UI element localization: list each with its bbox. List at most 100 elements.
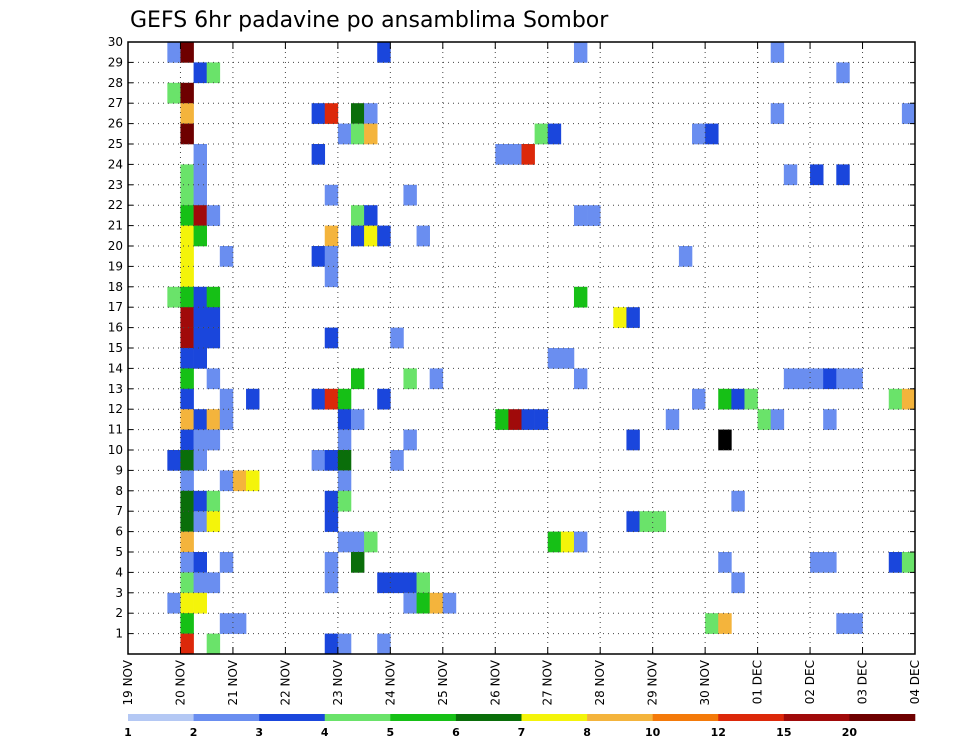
colorbar-label: 5 [387,726,395,739]
colorbar-label: 7 [518,726,526,739]
heatmap-cell [823,552,837,573]
heatmap-cell [180,490,194,512]
y-tick-label: 3 [115,586,123,600]
heatmap-cell [180,286,194,308]
heatmap-cell [337,490,352,512]
heatmap-cell [193,327,207,349]
x-tick-label: 02 DEC [803,660,817,704]
heatmap-cell [626,511,640,532]
heatmap-cell [167,286,181,308]
heatmap-cell [337,409,352,430]
heatmap-cell [219,552,234,573]
heatmap-cell [180,511,194,532]
heatmap-cell [180,613,194,634]
plot-frame [127,41,916,655]
y-tick-label: 9 [115,463,123,477]
heatmap-cell [350,205,365,226]
heatmap-cell [744,388,758,410]
heatmap-cell [206,409,221,430]
heatmap-cell [324,572,339,594]
heatmap-cell [350,409,365,430]
heatmap-cell [377,572,391,594]
heatmap-cell [705,123,719,145]
heatmap-cell [206,572,221,594]
heatmap-cell [311,246,326,267]
heatmap-cell [731,490,745,512]
heatmap-cell [167,82,181,104]
heatmap-cell [573,531,588,553]
heatmap-cell [324,266,339,288]
x-tick-label: 19 NOV [121,659,135,705]
y-tick-label: 5 [115,545,123,559]
heatmap-cell [337,531,352,553]
y-tick-label: 17 [108,300,123,314]
y-tick-label: 16 [108,321,123,335]
heatmap-cell [416,225,430,247]
heatmap-cell [718,552,732,573]
y-tick-label: 15 [108,341,123,355]
heatmap-cell [403,572,417,594]
x-axis: 19 NOV 20 NOV 21 NOV 22 NOV 23 NOV 24 NOV 25 N… [121,42,922,706]
heatmap-cell [206,490,221,512]
y-tick-label: 23 [108,178,123,192]
colorbar-swatch [718,714,785,721]
heatmap-cell [547,348,562,369]
heatmap-cell [350,225,365,247]
heatmap-cell [219,246,234,267]
heatmap-cell [232,470,247,492]
grid-lines [128,42,915,654]
heatmap-cell [232,613,247,634]
colorbar-swatch [390,714,457,721]
x-tick-label: 27 NOV [541,659,555,705]
heatmap-cells [167,42,916,655]
colorbar-label: 12 [711,726,726,739]
y-tick-label: 14 [108,361,123,375]
heatmap-cell [193,511,207,532]
heatmap-cell [193,348,207,369]
y-tick-label: 11 [108,423,123,437]
heatmap-cell [180,531,194,553]
heatmap-cell [350,123,365,145]
heatmap-cell [180,572,194,594]
heatmap-cell [665,409,680,430]
heatmap-cell [888,388,903,410]
heatmap-cell [246,388,260,410]
heatmap-cell [547,531,562,553]
heatmap-cell [796,368,811,390]
heatmap-cell [337,450,352,471]
colorbar-swatch [259,714,326,721]
heatmap-cell [311,388,326,410]
heatmap-cell [587,205,601,226]
heatmap-cell [731,388,745,410]
heatmap-cell [206,429,221,451]
colorbar-label: 8 [583,726,591,739]
heatmap-cell [180,429,194,451]
heatmap-cell [377,388,391,410]
heatmap-cell [193,164,207,186]
heatmap-cell [206,307,221,328]
x-tick-label: 21 NOV [226,659,240,705]
heatmap-cell [573,205,588,226]
colorbar-swatch [324,714,391,721]
heatmap-cell [206,205,221,226]
heatmap-cell [180,348,194,369]
heatmap-cell [783,368,798,390]
heatmap-cell [180,123,194,145]
heatmap-cell [770,42,785,63]
heatmap-cell [206,511,221,532]
heatmap-cell [324,490,339,512]
heatmap-cell [180,103,194,124]
heatmap-cell [652,511,667,532]
heatmap-cell [810,368,824,390]
x-tick-label: 24 NOV [383,659,397,705]
heatmap-cell [364,205,378,226]
heatmap-cell [770,409,785,430]
heatmap-cell [180,82,194,104]
heatmap-cell [180,225,194,247]
heatmap-cell [180,552,194,573]
heatmap-cell [193,307,207,328]
heatmap-cell [206,368,221,390]
heatmap-cell [337,429,352,451]
heatmap-cell [180,205,194,226]
heatmap-cell [573,368,588,390]
